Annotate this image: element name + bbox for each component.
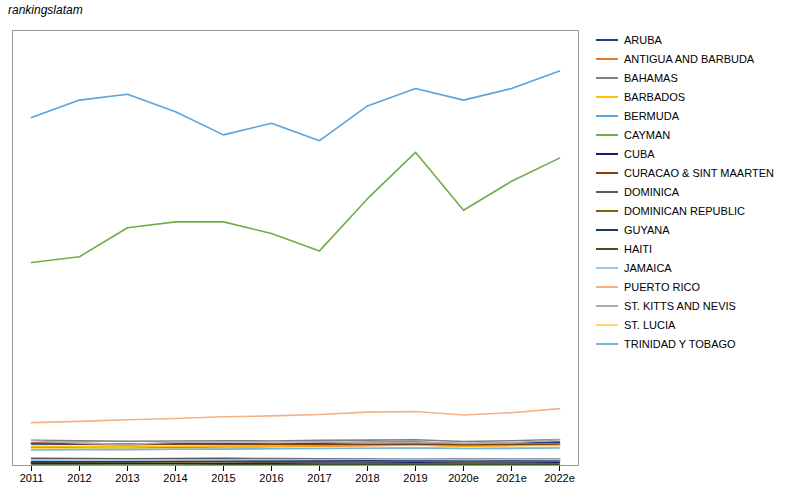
- html-text:CURACAO & SINT MAARTEN: CURACAO & SINT MAARTEN: [624, 166, 774, 179]
- svg-text:2014: 2014: [163, 472, 187, 484]
- html-text:DOMINICA: DOMINICA: [624, 185, 679, 198]
- html-text:TRINIDAD Y TOBAGO: TRINIDAD Y TOBAGO: [624, 337, 736, 350]
- html-text:DOMINICAN REPUBLIC: DOMINICAN REPUBLIC: [624, 204, 745, 217]
- html-text:BAHAMAS: BAHAMAS: [624, 71, 678, 84]
- html-text:JAMAICA: JAMAICA: [624, 261, 672, 274]
- svg-text:2012: 2012: [67, 472, 91, 484]
- html-text:ST. LUCIA: ST. LUCIA: [624, 318, 676, 331]
- html-text:PUERTO RICO: PUERTO RICO: [624, 280, 700, 293]
- svg-text:2015: 2015: [211, 472, 235, 484]
- svg-text:2019: 2019: [403, 472, 427, 484]
- svg-text:2018: 2018: [355, 472, 379, 484]
- html-text:ST. KITTS AND NEVIS: ST. KITTS AND NEVIS: [624, 299, 736, 312]
- svg-text:2016: 2016: [259, 472, 283, 484]
- svg-text:2021e: 2021e: [496, 472, 527, 484]
- svg-text:2013: 2013: [115, 472, 139, 484]
- html-text:ARUBA: ARUBA: [624, 33, 662, 46]
- svg-text:2020e: 2020e: [448, 472, 479, 484]
- html-text:rankingslatam: rankingslatam: [8, 3, 83, 17]
- html-text:CUBA: CUBA: [624, 147, 655, 160]
- html-text:GUYANA: GUYANA: [624, 223, 670, 236]
- html-text:ANTIGUA AND BARBUDA: ANTIGUA AND BARBUDA: [624, 52, 755, 65]
- svg-text:2011: 2011: [20, 472, 44, 484]
- html-text:BERMUDA: BERMUDA: [624, 109, 679, 122]
- svg-text:2017: 2017: [307, 472, 331, 484]
- html-text:BARBADOS: BARBADOS: [624, 90, 686, 103]
- html-text:CAYMAN: CAYMAN: [624, 128, 671, 141]
- svg-text:2022e: 2022e: [544, 472, 575, 484]
- html-text:HAITI: HAITI: [624, 242, 653, 255]
